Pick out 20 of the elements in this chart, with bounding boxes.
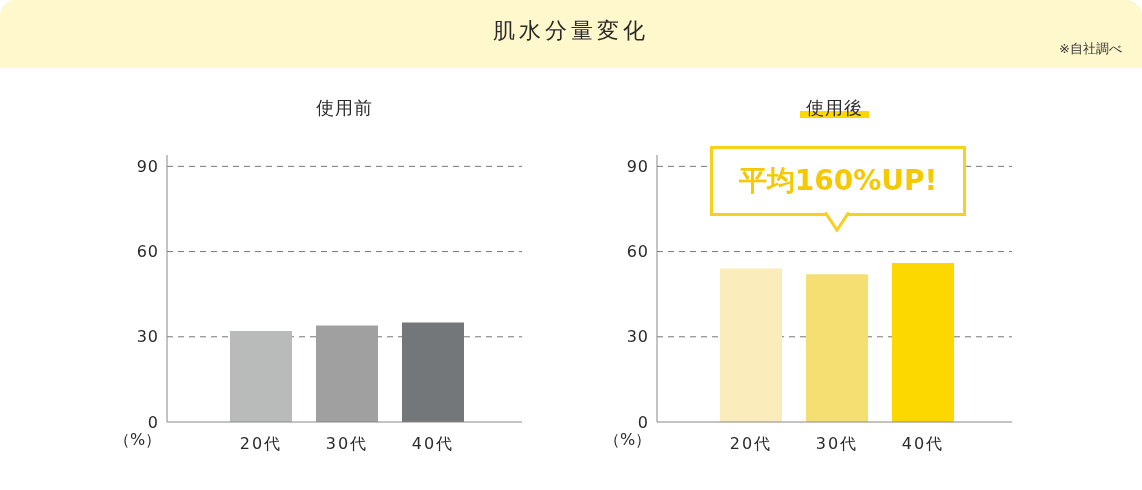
y-tick-label: 0: [147, 412, 159, 432]
y-tick-label: 60: [626, 242, 649, 262]
chart-title: 使用前: [315, 97, 374, 118]
y-tick-label: 0: [637, 412, 649, 432]
y-tick-label: 30: [626, 327, 649, 347]
y-tick-label: 30: [136, 327, 159, 347]
y-tick-label: 60: [136, 242, 159, 262]
y-tick-label: 90: [626, 157, 649, 177]
y-tick-label: 90: [136, 157, 159, 177]
annotation: 平均160%UP!: [738, 163, 938, 199]
x-tick-label: 20代: [239, 434, 283, 454]
y-axis-title: （%）: [114, 430, 162, 451]
text: ※自社調べ: [1059, 40, 1122, 58]
x-tick-label: 40代: [411, 434, 455, 454]
x-tick-label: 30代: [815, 434, 859, 454]
x-tick-label: 30代: [325, 434, 369, 454]
y-axis-title: （%）: [604, 430, 652, 451]
x-tick-label: 40代: [901, 434, 945, 454]
text: 肌水分量変化: [493, 18, 649, 43]
x-tick-label: 20代: [729, 434, 773, 454]
